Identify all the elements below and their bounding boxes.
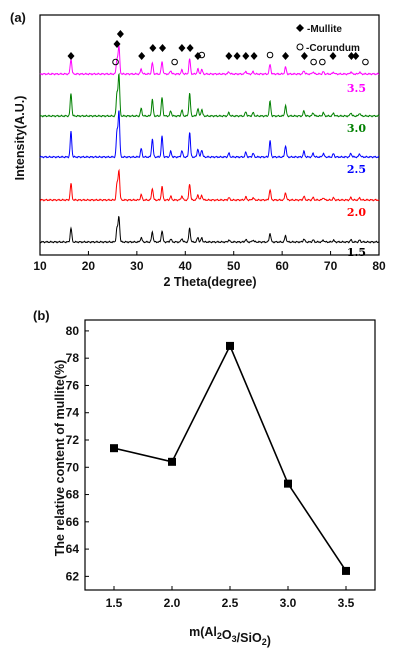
mullite-marker (113, 40, 121, 48)
content-x-axis-label: m(Al2O3/SiO2) (189, 625, 271, 648)
series-label-3-5: 3.5 (347, 82, 366, 95)
series-label-2-0: 2.0 (347, 206, 366, 219)
content-x-ticks: 1.5 2.0 2.5 3.0 3.5 (106, 586, 355, 610)
corundum-marker (319, 58, 326, 66)
xrd-traces (39, 44, 380, 244)
mullite-marker (67, 52, 75, 60)
content-y-tick-label: 76 (66, 378, 80, 392)
mullite-marker (250, 52, 258, 60)
corundum-marker (266, 51, 274, 59)
mullite-marker (178, 44, 186, 52)
series-label-2-5: 2.5 (347, 163, 366, 176)
xrd-y-axis-label: Intensity(A.U.) (13, 96, 27, 181)
mullite-marker (233, 52, 241, 60)
mullite-marker (116, 30, 124, 38)
content-y-axis-label: The relative content of mullite(%) (53, 360, 67, 557)
mullite-content-panel: (b) 62 64 66 68 70 72 74 76 78 80 1.5 2.0 2.5 3.0 3.5… (33, 308, 376, 648)
content-point (226, 341, 234, 350)
panel-a-label: (a) (10, 10, 26, 25)
mullite-marker (194, 52, 202, 60)
content-y-tick-label: 66 (66, 515, 80, 529)
content-x-tick-label: 3.5 (338, 596, 355, 610)
mullite-marker (300, 52, 308, 60)
panel-b-label: (b) (33, 308, 50, 323)
content-points (110, 341, 350, 575)
xrd-x-tick-label: 60 (275, 259, 289, 273)
content-y-tick-label: 62 (66, 569, 80, 583)
content-y-tick-label: 78 (66, 351, 80, 365)
content-point (284, 479, 292, 488)
corundum-marker (362, 58, 369, 66)
content-y-tick-label: 72 (66, 433, 80, 447)
content-x-tick-label: 1.5 (106, 596, 123, 610)
series-label-3-0: 3.0 (347, 122, 366, 135)
xrd-x-tick-label: 50 (227, 259, 241, 273)
legend-corundum-marker (296, 43, 304, 51)
xrd-x-tick-label: 70 (324, 259, 338, 273)
content-point (168, 457, 176, 466)
xrd-series-2-5 (39, 110, 380, 159)
content-x-tick-label: 2.5 (222, 596, 239, 610)
mullite-marker (352, 52, 360, 60)
legend-mullite-label: -Mullite (307, 24, 342, 35)
xrd-plot-frame (39, 14, 380, 256)
mullite-marker (347, 52, 355, 60)
content-line (113, 343, 347, 572)
series-label-1-5: 1.5 (347, 246, 366, 259)
corundum-marker (310, 58, 317, 66)
xrd-x-ticks: 10 20 30 40 50 60 70 80 (33, 251, 386, 273)
xrd-x-tick-label: 40 (179, 259, 193, 273)
content-x-tick-label: 2.0 (164, 596, 181, 610)
corundum-marker (112, 58, 119, 66)
xrd-series-3-0 (39, 72, 380, 118)
xrd-x-tick-label: 80 (372, 259, 386, 273)
mullite-marker (282, 52, 290, 60)
content-y-tick-label: 64 (66, 542, 80, 556)
xrd-x-tick-label: 20 (82, 259, 96, 273)
mullite-marker (329, 52, 337, 60)
content-x-tick-label: 3.0 (280, 596, 297, 610)
content-y-tick-label: 68 (66, 488, 80, 502)
xrd-x-tick-label: 30 (130, 259, 144, 273)
corundum-marker (198, 51, 206, 59)
xrd-series-3-5 (39, 44, 380, 76)
content-y-tick-label: 70 (66, 460, 80, 474)
mullite-marker (225, 52, 233, 60)
xrd-legend: -Mullite -Corundum (296, 24, 360, 54)
mullite-marker (159, 44, 167, 52)
xrd-panel: (a) 1.5 2.0 2.5 3.0 3.5 10 20 30 40 50 60 70 80 -Mu… (10, 10, 386, 289)
content-y-tick-label: 80 (66, 324, 80, 338)
content-point (342, 566, 350, 575)
content-y-tick-label: 74 (66, 406, 80, 420)
xrd-series-2-0 (39, 168, 380, 202)
content-point (110, 444, 118, 453)
legend-corundum-label: -Corundum (306, 43, 360, 54)
xrd-x-tick-label: 10 (33, 259, 47, 273)
mullite-marker (242, 52, 250, 60)
legend-mullite-marker (296, 24, 304, 32)
xrd-series-1-5 (39, 215, 380, 244)
corundum-marker (171, 58, 178, 66)
mullite-marker (149, 44, 157, 52)
xrd-x-axis-label: 2 Theta(degree) (163, 275, 256, 289)
mullite-marker (186, 44, 194, 52)
mullite-marker (138, 52, 146, 60)
phase-markers (67, 30, 369, 66)
content-y-ticks: 62 64 66 68 70 72 74 76 78 80 (66, 324, 89, 583)
series-labels: 1.5 2.0 2.5 3.0 3.5 (347, 82, 366, 259)
